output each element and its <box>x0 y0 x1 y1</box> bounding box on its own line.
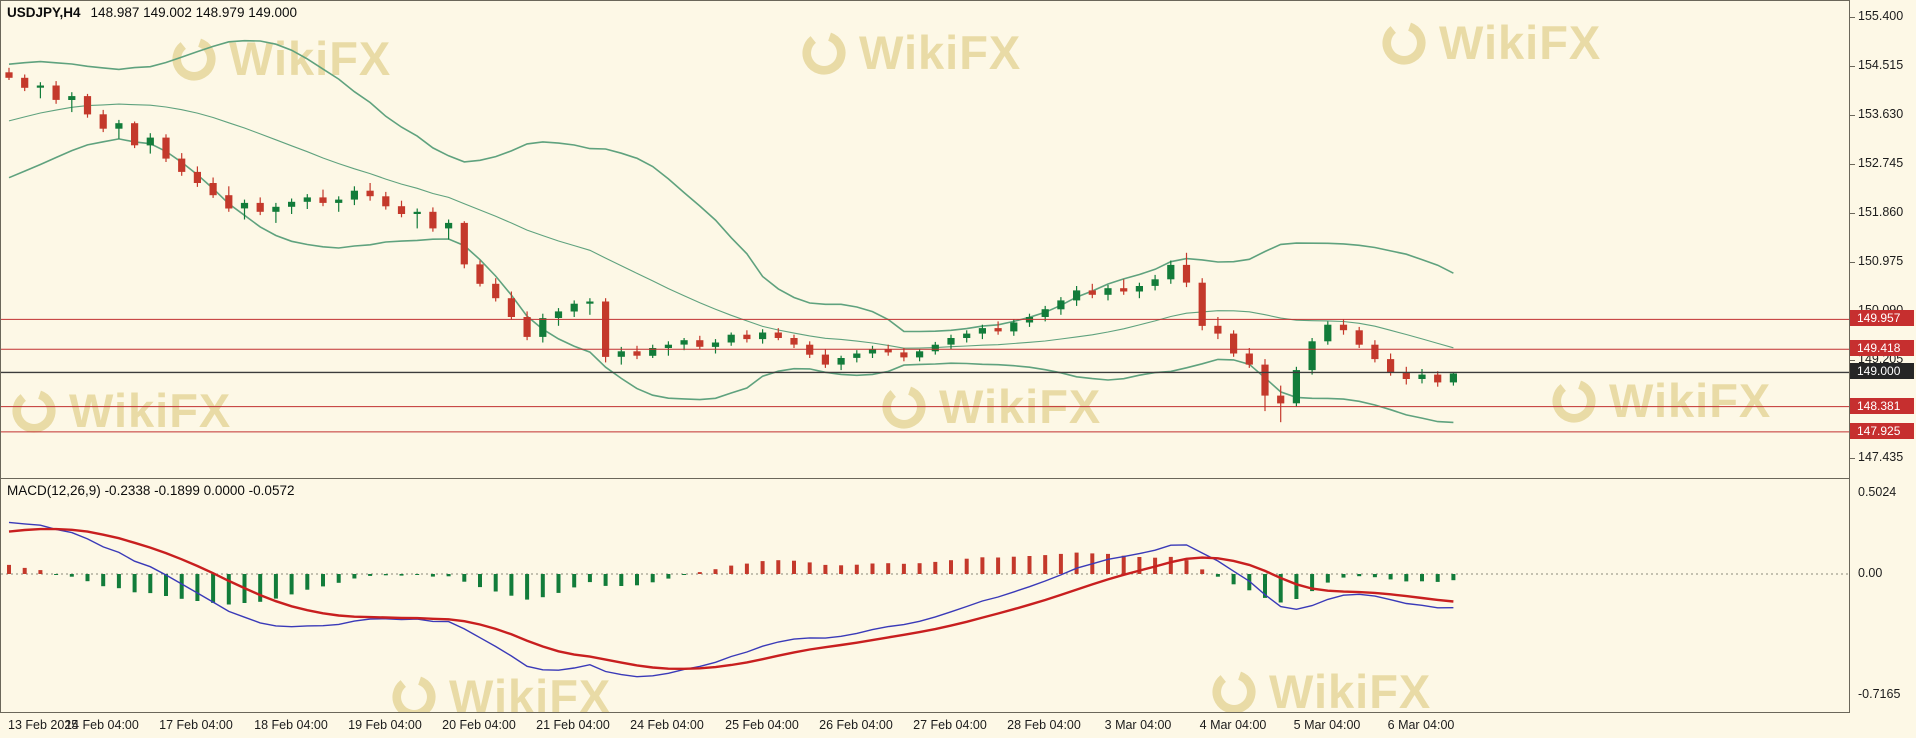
wikifx-logo-icon <box>392 674 436 712</box>
time-label: 20 Feb 04:00 <box>442 718 516 732</box>
time-label: 28 Feb 04:00 <box>1007 718 1081 732</box>
price-tickmark <box>1850 458 1855 459</box>
wikifx-watermark-text: WikiFX <box>69 384 232 437</box>
wikifx-watermark-text: WikiFX <box>1439 16 1602 69</box>
wikifx-watermark-text: WikiFX <box>1609 374 1772 427</box>
wikifx-logo-icon <box>1552 378 1596 423</box>
wikifx-watermark-text: WikiFX <box>1269 665 1432 713</box>
time-label: 27 Feb 04:00 <box>913 718 987 732</box>
time-label: 19 Feb 04:00 <box>348 718 422 732</box>
macd-indicator-pane[interactable]: WikiFX WikiFX MACD(12,26,9) -0.2338 -0.1… <box>0 479 1850 713</box>
price-tick-label: 150.975 <box>1858 254 1904 268</box>
wikifx-watermark: WikiFX <box>801 25 1021 80</box>
time-label: 5 Mar 04:00 <box>1293 718 1361 732</box>
wikifx-logo-icon <box>802 30 846 75</box>
macd-histogram <box>7 552 1456 605</box>
time-label: 6 Mar 04:00 <box>1387 718 1455 732</box>
price-chart-canvas[interactable] <box>1 1 1849 478</box>
price-tickmark <box>1850 17 1855 18</box>
macd-axis-bottom-label: -0.7165 <box>1858 687 1901 701</box>
candles-layer <box>5 67 1457 423</box>
price-tick-label: 153.630 <box>1858 107 1904 121</box>
price-tick-label: 147.435 <box>1858 450 1904 464</box>
price-badge: 149.000 <box>1850 363 1914 379</box>
wikifx-logo-icon <box>172 36 216 81</box>
wikifx-watermark: WikiFX <box>1381 15 1601 70</box>
time-label: 26 Feb 04:00 <box>819 718 893 732</box>
wikifx-logo-icon <box>12 388 56 433</box>
macd-label: MACD(12,26,9) <box>7 483 101 498</box>
macd-axis-zero-label: 0.00 <box>1858 566 1883 580</box>
bollinger-middle-band <box>8 103 1454 349</box>
macd-line <box>8 521 1454 678</box>
macd-values: -0.2338 -0.1899 0.0000 -0.0572 <box>104 483 295 498</box>
price-tickmark <box>1850 164 1855 165</box>
chart-title: USDJPY,H4 148.987 149.002 148.979 149.000 <box>7 5 297 20</box>
time-label: 17 Feb 04:00 <box>159 718 233 732</box>
macd-axis-top-label: 0.5024 <box>1858 485 1897 499</box>
price-badge: 148.381 <box>1850 398 1914 414</box>
price-tick-label: 154.515 <box>1858 58 1904 72</box>
ohlc-values: 148.987 149.002 148.979 149.000 <box>90 5 297 20</box>
wikifx-watermark: WikiFX <box>391 669 612 713</box>
time-label: 4 Mar 04:00 <box>1199 718 1267 732</box>
wikifx-logo-icon <box>1212 669 1256 712</box>
macd-canvas[interactable] <box>1 479 1849 711</box>
price-chart-pane[interactable]: WikiFX WikiFX WikiFX WikiFX WikiFX WikiF… <box>0 0 1850 479</box>
price-badge: 149.957 <box>1850 310 1914 326</box>
time-label: 13 Feb 2025 <box>8 718 79 732</box>
price-axis[interactable]: 155.400 154.515 153.630 152.745 151.860 150.9… <box>1850 0 1916 479</box>
symbol-timeframe-label: USDJPY,H4 <box>7 5 81 20</box>
bollinger-lower-band <box>8 138 1454 424</box>
macd-axis[interactable]: 0.5024 0.00 -0.7165 <box>1850 479 1916 713</box>
bollinger-upper-band <box>8 39 1454 333</box>
price-tickmark <box>1850 66 1855 67</box>
price-badge: 147.925 <box>1850 423 1914 439</box>
wikifx-watermark-text: WikiFX <box>449 670 612 713</box>
macd-title: MACD(12,26,9) -0.2338 -0.1899 0.0000 -0.… <box>7 483 294 498</box>
time-label: 25 Feb 04:00 <box>725 718 799 732</box>
price-tick-label: 155.400 <box>1858 9 1904 23</box>
time-label: 14 Feb 04:00 <box>65 718 139 732</box>
wikifx-watermark: WikiFX <box>1211 664 1432 713</box>
wikifx-watermark: WikiFX <box>11 383 231 438</box>
price-tickmark <box>1850 360 1855 361</box>
wikifx-logo-icon <box>882 384 926 429</box>
time-label: 18 Feb 04:00 <box>254 718 328 732</box>
price-tickmark <box>1850 262 1855 263</box>
time-label: 24 Feb 04:00 <box>630 718 704 732</box>
time-label: 3 Mar 04:00 <box>1104 718 1172 732</box>
time-axis[interactable]: 13 Feb 2025 14 Feb 04:00 17 Feb 04:00 18 Fe… <box>0 713 1916 738</box>
wikifx-logo-icon <box>1382 20 1426 65</box>
price-tickmark <box>1850 213 1855 214</box>
wikifx-watermark-text: WikiFX <box>859 26 1022 79</box>
macd-signal-line <box>8 527 1454 671</box>
price-badge: 149.418 <box>1850 340 1914 356</box>
price-tickmark <box>1850 115 1855 116</box>
time-label: 21 Feb 04:00 <box>536 718 610 732</box>
price-tick-label: 152.745 <box>1858 156 1904 170</box>
price-tick-label: 151.860 <box>1858 205 1904 219</box>
wikifx-watermark: WikiFX <box>1551 373 1771 428</box>
